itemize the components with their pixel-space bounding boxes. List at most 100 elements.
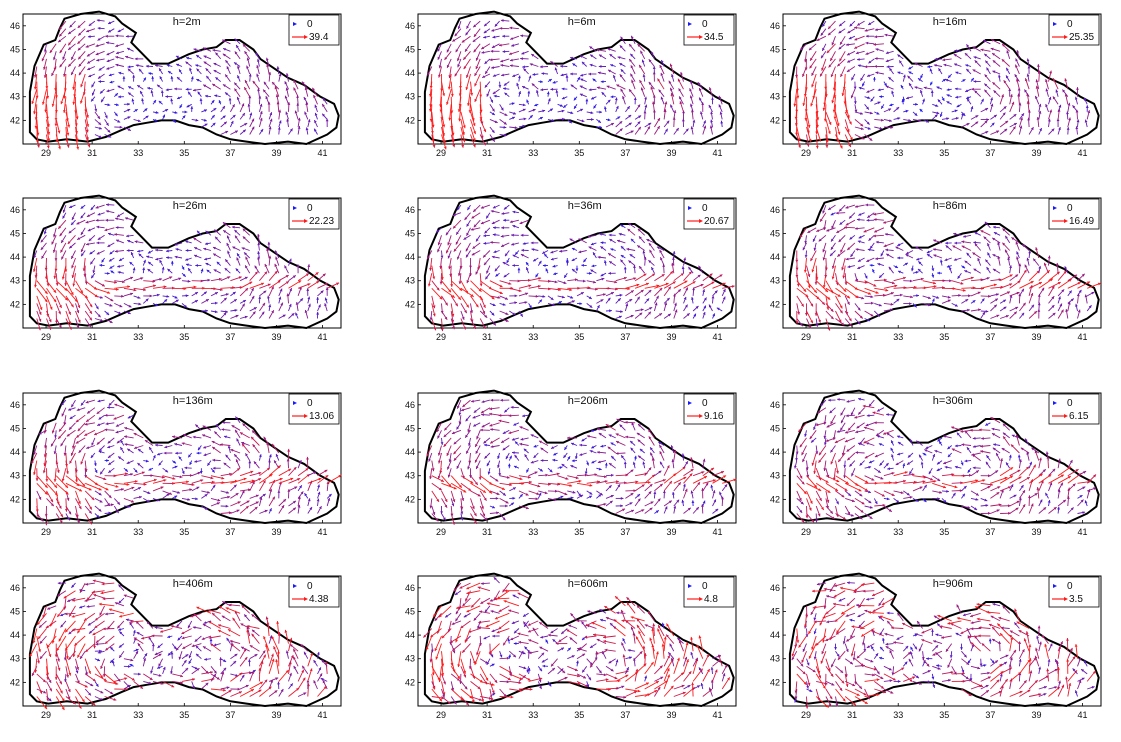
current-arrow: [284, 95, 289, 105]
current-arrow: [642, 250, 646, 259]
current-arrow: [853, 81, 857, 90]
current-arrow: [941, 678, 952, 682]
current-arrow: [673, 272, 684, 282]
current-arrow: [460, 295, 470, 308]
current-arrow: [230, 477, 247, 484]
current-arrow: [506, 257, 510, 264]
current-arrow: [933, 615, 943, 622]
current-arrow: [227, 445, 231, 454]
panel-title: h=36m: [568, 200, 602, 212]
current-arrow: [828, 398, 836, 402]
current-arrow: [268, 496, 276, 507]
x-tick-label: 37: [225, 332, 235, 342]
speed-legend: 03.5: [1048, 576, 1100, 608]
current-arrow: [873, 234, 884, 238]
current-arrow: [200, 268, 204, 274]
current-arrow: [296, 102, 300, 112]
current-arrow: [600, 246, 607, 251]
current-arrow: [903, 473, 915, 477]
y-tick-label: 43: [405, 654, 415, 664]
current-arrow: [143, 115, 149, 120]
current-arrow: [1072, 105, 1078, 113]
current-arrow: [653, 302, 658, 312]
current-arrow: [837, 398, 846, 401]
current-arrow: [225, 607, 241, 614]
current-arrow: [922, 475, 934, 481]
current-arrow: [259, 302, 266, 312]
current-arrow: [88, 20, 96, 27]
y-tick-label: 43: [770, 92, 780, 102]
panel-title: h=2m: [173, 16, 201, 28]
current-arrow: [557, 676, 568, 682]
current-arrow: [212, 253, 221, 259]
x-tick-label: 39: [271, 710, 281, 720]
current-arrow: [812, 81, 817, 99]
current-arrow: [1009, 311, 1018, 319]
current-arrow: [893, 471, 908, 477]
y-tick-label: 43: [770, 276, 780, 286]
current-arrow: [452, 212, 462, 217]
current-arrow: [83, 265, 87, 277]
current-arrow: [201, 309, 209, 313]
current-arrow: [962, 612, 972, 617]
current-arrow: [796, 475, 805, 485]
current-arrow: [142, 652, 148, 659]
current-arrow: [268, 72, 272, 82]
current-arrow: [225, 59, 231, 67]
current-arrow: [233, 453, 241, 461]
current-arrow: [951, 294, 962, 297]
current-arrow: [854, 134, 865, 140]
current-arrow: [65, 295, 74, 308]
current-arrow: [854, 498, 865, 505]
current-arrow: [40, 235, 47, 243]
current-arrow: [1087, 487, 1097, 492]
current-arrow: [285, 111, 289, 120]
current-arrow: [148, 446, 154, 454]
y-tick-label: 44: [770, 68, 780, 78]
current-arrow: [683, 507, 692, 514]
current-arrow: [239, 103, 245, 113]
current-arrow: [239, 656, 248, 667]
current-arrow: [615, 484, 621, 492]
current-arrow: [531, 83, 539, 90]
current-arrow: [481, 399, 491, 403]
current-arrow: [152, 285, 167, 289]
current-arrow: [851, 73, 856, 81]
current-arrow: [1035, 85, 1040, 97]
current-arrow: [271, 443, 280, 454]
current-arrow: [181, 285, 197, 289]
current-arrow: [75, 414, 86, 423]
current-arrow: [933, 64, 943, 67]
current-arrow: [118, 643, 125, 648]
current-arrow: [509, 64, 519, 68]
current-arrow: [441, 475, 452, 488]
current-arrow: [218, 100, 222, 105]
current-arrow: [1077, 679, 1082, 690]
current-arrow: [297, 692, 307, 697]
current-arrow: [242, 228, 251, 236]
current-arrow: [35, 81, 39, 99]
current-arrow: [314, 112, 318, 120]
current-arrow: [896, 435, 904, 439]
current-arrow: [516, 82, 520, 90]
current-arrow: [483, 35, 490, 39]
current-arrow: [43, 66, 47, 79]
current-arrow: [885, 58, 894, 63]
current-arrow: [937, 437, 943, 442]
current-arrow: [483, 257, 491, 266]
coastline: [423, 389, 735, 525]
y-tick-label: 44: [10, 68, 20, 78]
current-arrow: [233, 82, 241, 90]
current-arrow: [216, 261, 222, 266]
current-arrow: [999, 661, 1008, 667]
x-tick-label: 37: [985, 527, 995, 537]
current-arrow: [243, 614, 251, 622]
current-arrow: [470, 475, 479, 486]
current-arrow: [115, 226, 124, 229]
current-arrow: [961, 673, 969, 680]
current-arrow: [941, 671, 954, 675]
current-arrow: [887, 467, 894, 471]
current-arrow: [815, 287, 831, 300]
current-arrow: [570, 442, 578, 446]
